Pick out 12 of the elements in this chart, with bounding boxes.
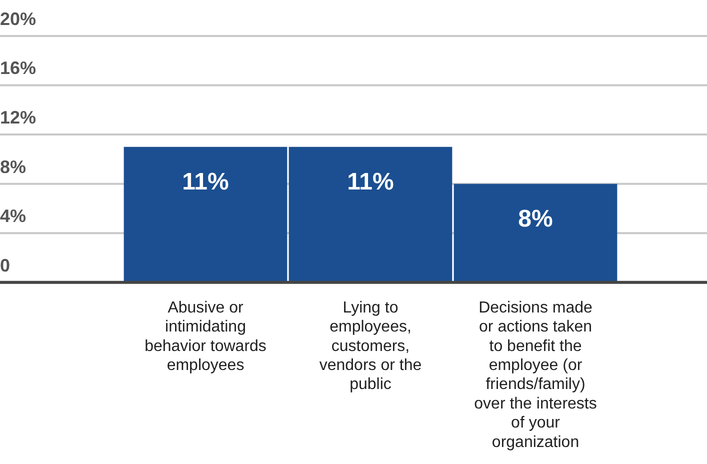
x-tick-label: Abusive or intimidating behavior towards employees bbox=[144, 299, 266, 374]
y-tick-label: 12% bbox=[0, 108, 36, 128]
y-tick-label: 4% bbox=[0, 206, 26, 226]
y-tick-label: 16% bbox=[0, 58, 36, 78]
y-tick-label: 8% bbox=[0, 156, 26, 177]
y-tick-label: 0 bbox=[0, 255, 10, 276]
x-tick-label: Lying to employees, customers, vendors or the public bbox=[319, 299, 422, 394]
data-label: 11% bbox=[182, 168, 229, 196]
x-tick-label: Decisions made or actions taken to benefit the employee (or friends/family) over the interests of your organization bbox=[474, 299, 597, 451]
data-label: 8% bbox=[518, 205, 553, 232]
data-label: 11% bbox=[347, 168, 394, 196]
y-tick-label: 20% bbox=[0, 8, 36, 29]
